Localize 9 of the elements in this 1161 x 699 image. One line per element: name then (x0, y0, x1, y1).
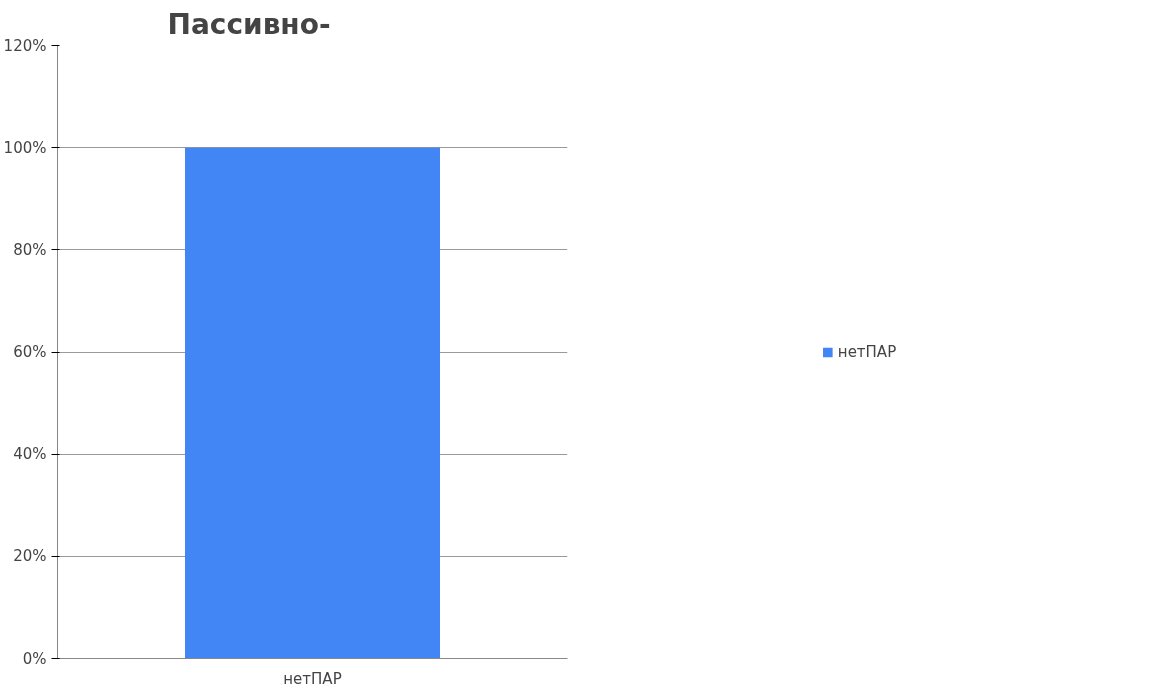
y-tick-label: 0% (22, 649, 47, 668)
y-tick-label: 100% (3, 138, 47, 157)
legend-label: нетПАР (837, 342, 897, 361)
y-tick-label: 80% (13, 240, 47, 259)
chart-title: Пассивно- (167, 7, 331, 41)
y-tick-label: 120% (3, 36, 47, 55)
y-tick-label: 20% (13, 547, 47, 566)
y-tick-label: 40% (13, 445, 47, 464)
y-tick-label: 60% (13, 343, 47, 361)
